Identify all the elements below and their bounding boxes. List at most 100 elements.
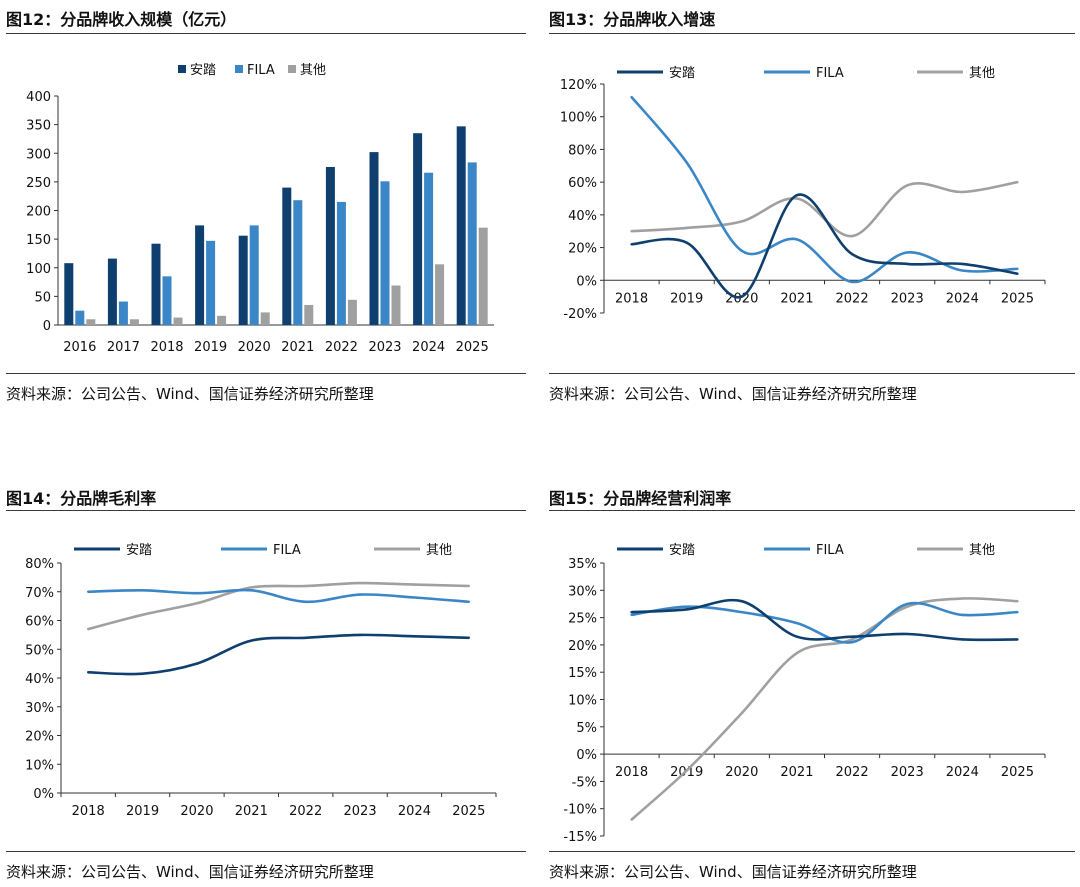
y-tick-label: 0%: [33, 787, 54, 802]
bar-FILA: [118, 301, 128, 325]
data-point-安踏: [850, 252, 854, 256]
series-line-FILA: [88, 588, 469, 604]
y-tick-label: 30%: [568, 584, 597, 599]
data-point-FILA: [304, 600, 307, 604]
y-tick-label: 200: [26, 205, 51, 220]
y-tick-label: 100%: [560, 111, 597, 126]
legend-label: FILA: [816, 66, 844, 81]
x-tick-label: 2021: [780, 291, 813, 306]
y-tick-label: -5%: [572, 775, 597, 790]
source-rule: [549, 373, 1075, 374]
data-point-其他: [413, 583, 416, 586]
data-point-其他: [250, 586, 253, 589]
y-tick-label: 10%: [25, 758, 54, 773]
bar-其他: [173, 317, 183, 325]
data-point-FILA: [630, 613, 633, 617]
y-tick-label: 150: [26, 233, 51, 248]
x-tick-label: 2025: [456, 340, 489, 355]
x-tick-label: 2021: [780, 765, 813, 780]
data-point-其他: [740, 220, 744, 223]
chart-title: 图13：分品牌收入增速: [549, 10, 716, 29]
legend-label: 安踏: [190, 63, 216, 78]
x-tick-label: 2017: [107, 340, 140, 355]
source-note: 资料来源：公司公告、Wind、国信证券经济研究所整理: [6, 385, 374, 403]
bar-FILA: [336, 201, 346, 325]
y-tick-label: 50: [34, 290, 51, 305]
source-rule: [549, 851, 1075, 852]
data-point-安踏: [86, 671, 90, 674]
x-tick-label: 2020: [180, 804, 213, 819]
data-point-其他: [630, 818, 633, 821]
data-point-其他: [467, 584, 471, 588]
data-point-其他: [358, 581, 362, 585]
bar-安踏: [238, 235, 248, 325]
data-point-FILA: [850, 640, 854, 644]
legend-label: 其他: [300, 63, 326, 78]
data-point-安踏: [740, 295, 744, 298]
chart-fig14: 0% 10% 20% 30% 40% 50% 60% 70% 80% 2018 2019 2020 20…: [25, 543, 497, 819]
source-note: 资料来源：公司公告、Wind、国信证券经济研究所整理: [549, 385, 917, 403]
legend-label: FILA: [273, 543, 301, 558]
bar-安踏: [64, 263, 74, 325]
x-tick-label: 2025: [452, 804, 485, 819]
data-point-安踏: [467, 636, 471, 639]
y-tick-label: 80%: [568, 143, 597, 158]
panel-fig14: 图14：分品牌毛利率 0% 10% 20% 30% 40% 50% 60% 70% 80% 201…: [6, 479, 526, 887]
data-point-FILA: [195, 591, 199, 595]
title-rule: [549, 33, 1075, 34]
data-point-安踏: [685, 241, 688, 244]
x-tick-label: 2019: [194, 340, 227, 355]
bar-其他: [391, 285, 401, 325]
x-tick-label: 2024: [398, 804, 431, 819]
bar-安踏: [195, 225, 205, 325]
title-rule: [6, 510, 526, 511]
bar-FILA: [249, 225, 259, 325]
legend-label: FILA: [247, 63, 275, 78]
x-tick-label: 2023: [891, 291, 924, 306]
bar-安踏: [369, 152, 379, 325]
bar-FILA: [293, 200, 303, 325]
data-point-FILA: [358, 593, 362, 596]
data-point-安踏: [685, 608, 688, 611]
y-tick-label: 20%: [568, 242, 597, 257]
chart-fig13: -20%0%20%40%60%80%100%120%2018 2019 2020 20…: [560, 66, 1046, 322]
data-point-安踏: [304, 636, 307, 639]
data-point-FILA: [413, 596, 416, 599]
data-point-安踏: [740, 600, 744, 603]
bar-安踏: [325, 166, 335, 325]
bar-其他: [304, 304, 314, 325]
x-tick-label: 2018: [615, 765, 648, 780]
chart-fig15: -15% -10% -5% 0% 5% 10% 15% 20% 25% 30% 35% 2018 201…: [563, 543, 1046, 845]
bar-FILA: [206, 240, 216, 325]
y-tick-label: 5%: [576, 721, 597, 736]
data-point-FILA: [961, 269, 964, 272]
legend-label: 安踏: [669, 66, 695, 81]
title-rule: [549, 510, 1075, 511]
x-tick-label: 2016: [63, 340, 96, 355]
chart-title: 图15：分品牌经营利润率: [549, 489, 732, 508]
data-point-FILA: [961, 613, 964, 617]
data-point-安踏: [905, 632, 909, 636]
data-point-FILA: [467, 600, 471, 604]
data-point-安踏: [795, 635, 799, 638]
y-tick-label: 40%: [25, 672, 54, 687]
data-point-其他: [1016, 600, 1019, 603]
y-tick-label: 10%: [568, 694, 597, 709]
data-point-FILA: [1016, 610, 1019, 614]
bar-安踏: [413, 133, 423, 325]
x-tick-label: 2021: [235, 804, 268, 819]
chart-title: 图14：分品牌毛利率: [6, 489, 157, 508]
x-tick-label: 2020: [725, 765, 758, 780]
data-point-安踏: [795, 194, 799, 197]
legend-label: 安踏: [669, 543, 695, 558]
data-point-FILA: [905, 602, 909, 606]
data-point-安踏: [1016, 638, 1019, 641]
x-tick-label: 2022: [289, 804, 322, 819]
y-tick-label: 15%: [568, 666, 597, 681]
x-tick-label: 2024: [946, 291, 979, 306]
data-point-FILA: [685, 161, 688, 164]
panel-fig12: 图12：分品牌收入规模（亿元） 0 50 100 150 200 250 300 350 400…: [6, 0, 526, 420]
series-line-其他: [630, 597, 1018, 821]
source-note: 资料来源：公司公告、Wind、国信证券经济研究所整理: [6, 863, 374, 881]
x-tick-label: 2025: [1001, 765, 1034, 780]
